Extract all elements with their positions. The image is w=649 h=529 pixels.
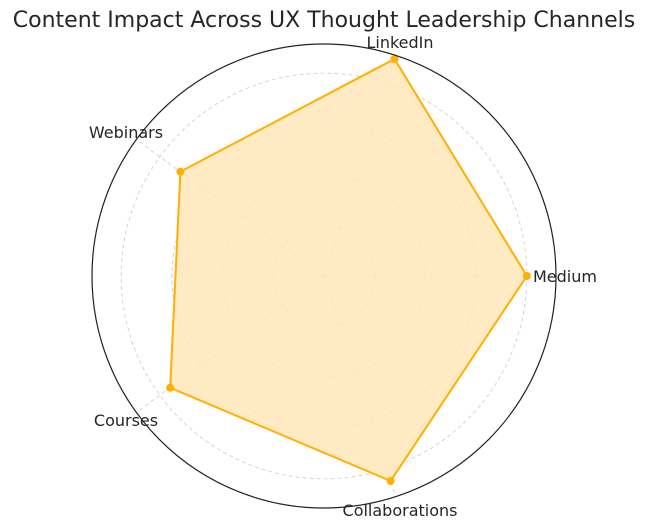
data-point bbox=[386, 476, 395, 485]
axis-label: Collaborations bbox=[343, 501, 458, 520]
axis-label: Webinars bbox=[89, 123, 163, 142]
data-point bbox=[390, 54, 399, 63]
data-point bbox=[522, 272, 531, 280]
data-point bbox=[176, 167, 185, 176]
chart-title: Content Impact Across UX Thought Leaders… bbox=[13, 8, 635, 33]
data-point bbox=[166, 383, 175, 392]
axis-label: Medium bbox=[533, 267, 597, 286]
axis-label: Courses bbox=[94, 411, 158, 430]
axis-label: LinkedIn bbox=[366, 33, 433, 52]
series-area bbox=[170, 58, 527, 481]
outer-frame bbox=[91, 43, 557, 509]
series-line bbox=[169, 57, 529, 483]
